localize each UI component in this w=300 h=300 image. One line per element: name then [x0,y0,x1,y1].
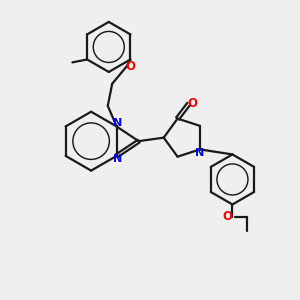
Text: N: N [113,118,123,128]
Text: O: O [222,210,233,223]
Text: N: N [113,154,123,164]
Text: N: N [195,148,205,158]
Text: O: O [126,60,136,73]
Text: O: O [188,97,198,110]
